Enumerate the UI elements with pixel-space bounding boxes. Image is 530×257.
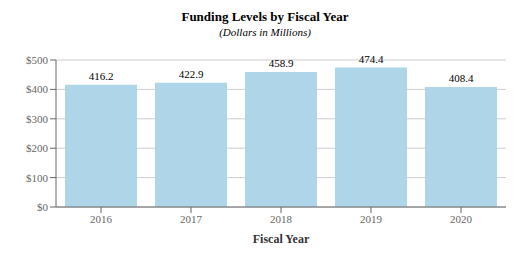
svg-text:2020: 2020 — [450, 213, 473, 225]
svg-text:458.9: 458.9 — [269, 57, 294, 69]
svg-text:$100: $100 — [26, 172, 49, 184]
svg-text:$200: $200 — [26, 142, 49, 154]
svg-text:2018: 2018 — [270, 213, 293, 225]
svg-text:$0: $0 — [37, 201, 49, 213]
svg-text:$300: $300 — [26, 113, 49, 125]
svg-text:2016: 2016 — [90, 213, 113, 225]
svg-text:408.4: 408.4 — [449, 72, 474, 84]
svg-text:2019: 2019 — [360, 213, 383, 225]
svg-text:Fiscal Year: Fiscal Year — [253, 232, 310, 246]
html-text:Funding Levels by Fiscal Year: Funding Levels by Fiscal Year — [181, 9, 349, 24]
svg-text:474.4: 474.4 — [359, 53, 384, 65]
svg-text:422.9: 422.9 — [179, 68, 204, 80]
html-text:(Dollars in Millions): (Dollars in Millions) — [219, 26, 311, 38]
svg-text:416.2: 416.2 — [89, 70, 114, 82]
svg-text:$500: $500 — [26, 54, 49, 66]
svg-text:2017: 2017 — [180, 213, 203, 225]
svg-text:$400: $400 — [26, 83, 49, 95]
